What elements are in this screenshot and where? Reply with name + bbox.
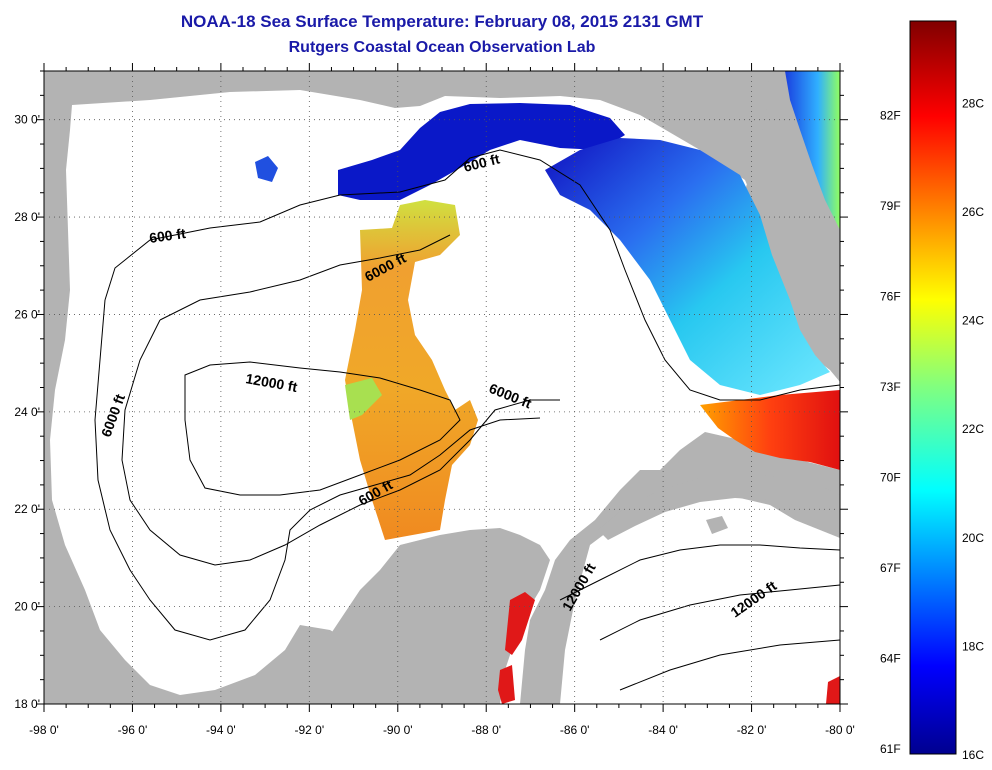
latitude-labels: 18 0' 20 0' 22 0' 24 0' 26 0' 28 0' 30 0' bbox=[14, 113, 40, 711]
sst-florida-atlantic bbox=[785, 71, 840, 230]
contour-6000ft bbox=[159, 234, 451, 321]
longitude-tick-label: -84 0' bbox=[648, 723, 678, 737]
colorbar-celsius-label: 20C bbox=[962, 531, 984, 545]
sst-patch bbox=[255, 156, 278, 182]
contour-12000ft bbox=[184, 361, 461, 496]
colorbar-celsius-label: 26C bbox=[962, 205, 984, 219]
contour-label: 600 ft bbox=[148, 225, 187, 246]
contour-6000ft-west bbox=[121, 319, 560, 566]
sst-southeast-corner bbox=[826, 676, 840, 704]
colorbar-fahrenheit-label: 79F bbox=[880, 199, 901, 213]
sst-northern-coast bbox=[338, 103, 625, 200]
latitude-tick-label: 22 0' bbox=[14, 502, 40, 516]
contour-caribbean-12000ft-south bbox=[599, 584, 840, 641]
sst-yucatan-channel-south bbox=[498, 665, 515, 704]
longitude-tick-label: -98 0' bbox=[29, 723, 59, 737]
colorbar bbox=[909, 20, 957, 755]
colorbar-fahrenheit-label: 70F bbox=[880, 470, 901, 484]
yucatan-land bbox=[300, 528, 550, 704]
sst-central-swath bbox=[345, 200, 478, 540]
longitude-tick-label: -94 0' bbox=[206, 723, 236, 737]
latitude-tick-label: 20 0' bbox=[14, 600, 40, 614]
map-subtitle: Rutgers Coastal Ocean Observation Lab bbox=[288, 39, 596, 56]
colorbar-fahrenheit-label: 67F bbox=[880, 561, 901, 575]
sst-yucatan-channel bbox=[505, 592, 535, 655]
cuba-land bbox=[598, 472, 840, 540]
longitude-labels: -98 0' -96 0' -94 0' -92 0' -90 0' -88 0' -86 … bbox=[29, 723, 855, 737]
colorbar-fahrenheit-label: 82F bbox=[880, 109, 901, 123]
contour-caribbean-12000ft bbox=[559, 544, 840, 601]
caribbean-water bbox=[560, 495, 840, 704]
map-title: NOAA-18 Sea Surface Temperature: Februar… bbox=[180, 12, 704, 31]
colorbar-fahrenheit-label: 73F bbox=[880, 380, 901, 394]
longitude-tick-label: -92 0' bbox=[295, 723, 325, 737]
colorbar-celsius-label: 18C bbox=[962, 639, 984, 653]
sst-swath-fringe bbox=[345, 378, 382, 420]
longitude-tick-label: -80 0' bbox=[825, 723, 855, 737]
colorbar-fahrenheit-label: 76F bbox=[880, 289, 901, 303]
colorbar-fahrenheit-label: 64F bbox=[880, 651, 901, 665]
axis-ticks bbox=[36, 63, 848, 712]
island-land bbox=[706, 516, 728, 534]
graticule bbox=[44, 71, 840, 704]
colorbar-celsius-label: 16C bbox=[962, 748, 984, 762]
colorbar-fahrenheit-labels: 82F 79F 76F 73F 70F 67F 64F 61F bbox=[880, 109, 901, 756]
latitude-tick-label: 26 0' bbox=[14, 307, 40, 321]
contour-600ft-west bbox=[94, 299, 541, 641]
latitude-tick-label: 18 0' bbox=[14, 697, 40, 711]
sst-loop-current bbox=[700, 390, 840, 470]
longitude-tick-label: -88 0' bbox=[471, 723, 501, 737]
longitude-tick-label: -90 0' bbox=[383, 723, 413, 737]
bathymetry-contours bbox=[94, 149, 840, 691]
contour-caribbean-south bbox=[619, 639, 840, 691]
latitude-tick-label: 24 0' bbox=[14, 405, 40, 419]
longitude-tick-label: -86 0' bbox=[560, 723, 590, 737]
colorbar-celsius-labels: 28C 26C 24C 22C 20C 18C 16C bbox=[962, 96, 984, 762]
longitude-tick-label: -96 0' bbox=[118, 723, 148, 737]
sst-eastern-gulf bbox=[545, 138, 830, 395]
longitude-tick-label: -82 0' bbox=[737, 723, 767, 737]
colorbar-celsius-label: 22C bbox=[962, 422, 984, 436]
colorbar-celsius-label: 24C bbox=[962, 314, 984, 328]
latitude-tick-label: 30 0' bbox=[14, 113, 40, 127]
contour-600ft bbox=[104, 149, 840, 401]
colorbar-fahrenheit-label: 61F bbox=[880, 742, 901, 756]
colorbar-celsius-label: 28C bbox=[962, 96, 984, 110]
latitude-tick-label: 28 0' bbox=[14, 210, 40, 224]
